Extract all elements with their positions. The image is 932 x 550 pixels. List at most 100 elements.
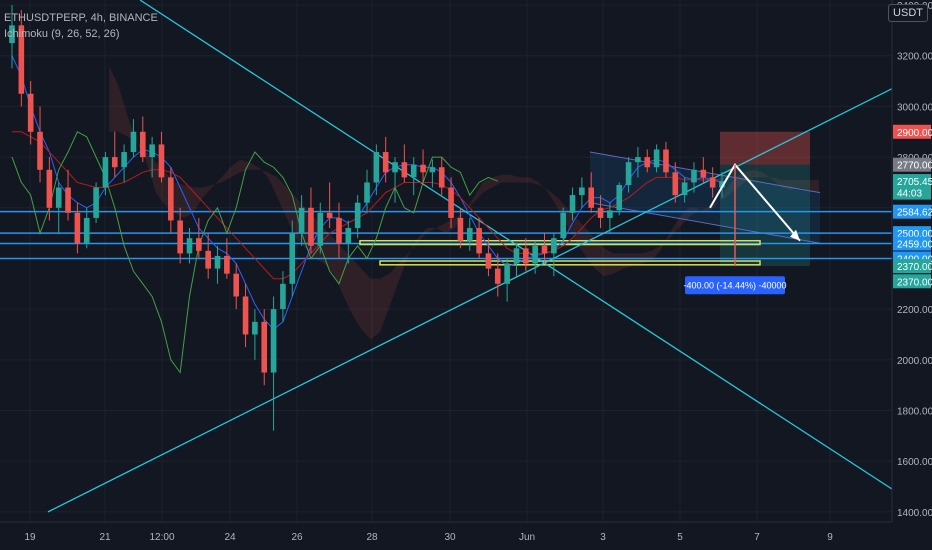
candle-body bbox=[709, 177, 716, 188]
price-tag-label: 2459.00 bbox=[897, 240, 932, 251]
candle-body bbox=[523, 248, 529, 264]
x-tick-label: 24 bbox=[224, 532, 236, 543]
candle-body bbox=[326, 212, 333, 218]
candle-body bbox=[410, 164, 417, 178]
chart-legend: ETHUSDTPERP, 4h, BINANCE Ichimoku (9, 26… bbox=[4, 10, 158, 42]
price-tag bbox=[893, 259, 931, 274]
candle-body bbox=[46, 169, 53, 208]
candle-body bbox=[158, 144, 165, 178]
y-tick-label: 1600.00 bbox=[897, 457, 932, 468]
candle-body bbox=[364, 182, 370, 203]
candle-body bbox=[532, 245, 538, 264]
x-tick-label: 28 bbox=[366, 532, 378, 543]
x-tick-label: 26 bbox=[291, 532, 303, 543]
price-tag-label: 2370.00 bbox=[897, 277, 932, 288]
price-tag-label: 2500.00 bbox=[897, 229, 932, 240]
candle-body bbox=[130, 131, 137, 153]
candle-body bbox=[18, 25, 25, 94]
price-tag-label: 44:03 bbox=[897, 189, 922, 200]
candle-body bbox=[261, 321, 268, 373]
highlight-zone bbox=[379, 260, 761, 266]
symbol-title[interactable]: ETHUSDTPERP, 4h, BINANCE bbox=[4, 12, 158, 24]
candle-body bbox=[429, 167, 436, 173]
price-tag bbox=[893, 236, 931, 251]
candle-body bbox=[476, 228, 482, 254]
ascending-trendline bbox=[47, 88, 893, 513]
candle-body bbox=[214, 255, 221, 269]
candle-body bbox=[625, 162, 632, 185]
candle-body bbox=[252, 321, 258, 335]
candle-body bbox=[681, 182, 688, 196]
x-tick-label: 21 bbox=[99, 532, 111, 543]
y-tick-label: 2200.00 bbox=[897, 305, 932, 316]
candle-body bbox=[579, 187, 585, 196]
candle-body bbox=[382, 152, 389, 173]
x-tick-label: 9 bbox=[827, 532, 833, 543]
candle-body bbox=[541, 245, 548, 254]
candle-body bbox=[635, 157, 641, 163]
candle-body bbox=[597, 207, 604, 218]
candle-body bbox=[74, 212, 81, 244]
currency-button[interactable]: USDT bbox=[888, 4, 928, 22]
candle-body bbox=[186, 238, 193, 254]
channel-fill bbox=[590, 152, 820, 244]
candle-body bbox=[466, 228, 473, 241]
price-tag bbox=[893, 204, 931, 219]
candle-body bbox=[663, 149, 669, 173]
x-tick-label: 3 bbox=[600, 532, 606, 543]
candle-body bbox=[354, 202, 361, 229]
candle-body bbox=[298, 207, 305, 234]
candle-body bbox=[672, 172, 679, 196]
x-tick-label: 19 bbox=[24, 532, 36, 543]
candle-body bbox=[93, 187, 99, 218]
candle-body bbox=[224, 255, 230, 274]
indicator-label[interactable]: Ichimoku (9, 26, 52, 26) bbox=[4, 28, 120, 40]
price-tag bbox=[893, 185, 931, 200]
candle-body bbox=[83, 217, 90, 244]
candle-body bbox=[9, 25, 15, 44]
candle-body bbox=[111, 157, 118, 168]
candle-body bbox=[373, 152, 380, 183]
candle-body bbox=[289, 233, 296, 284]
candle-body bbox=[401, 162, 408, 178]
candle-body bbox=[485, 253, 492, 269]
candle-body bbox=[168, 177, 174, 221]
candle-body bbox=[205, 250, 211, 269]
x-tick-label: 30 bbox=[444, 532, 456, 543]
candle-body bbox=[616, 184, 623, 211]
candle-body bbox=[139, 131, 146, 158]
candle-body bbox=[280, 283, 286, 310]
candle-body bbox=[27, 93, 34, 132]
candle-body bbox=[588, 187, 595, 208]
candle-body bbox=[317, 212, 324, 246]
candle-body bbox=[457, 217, 464, 241]
candle-body bbox=[242, 296, 249, 335]
candle-body bbox=[102, 157, 109, 188]
candle-body bbox=[37, 131, 43, 170]
y-tick-label: 3200.00 bbox=[897, 52, 932, 63]
price-tag-label: 2770.00 bbox=[897, 161, 932, 172]
x-tick-label: 5 bbox=[677, 532, 683, 543]
measure-label-box bbox=[685, 276, 785, 295]
chikou-line bbox=[11, 131, 498, 374]
candle-body bbox=[420, 164, 426, 173]
candle-body bbox=[644, 157, 651, 168]
y-tick-label: 1400.00 bbox=[897, 508, 932, 519]
candle-body bbox=[569, 195, 576, 213]
candle-body bbox=[65, 187, 71, 213]
candle-body bbox=[345, 228, 352, 244]
candle-body bbox=[177, 220, 183, 254]
candle-body bbox=[196, 238, 202, 251]
x-tick-label: Jun bbox=[519, 532, 535, 543]
candle-body bbox=[560, 212, 566, 239]
candle-body bbox=[494, 268, 501, 284]
price-tag-label: 2705.45 bbox=[897, 177, 932, 188]
candle-body bbox=[700, 169, 707, 178]
y-tick-label: 2000.00 bbox=[897, 356, 932, 367]
price-tag bbox=[893, 157, 931, 172]
candle-body bbox=[448, 187, 454, 218]
candle-body bbox=[55, 187, 62, 208]
candle-body bbox=[653, 149, 660, 168]
